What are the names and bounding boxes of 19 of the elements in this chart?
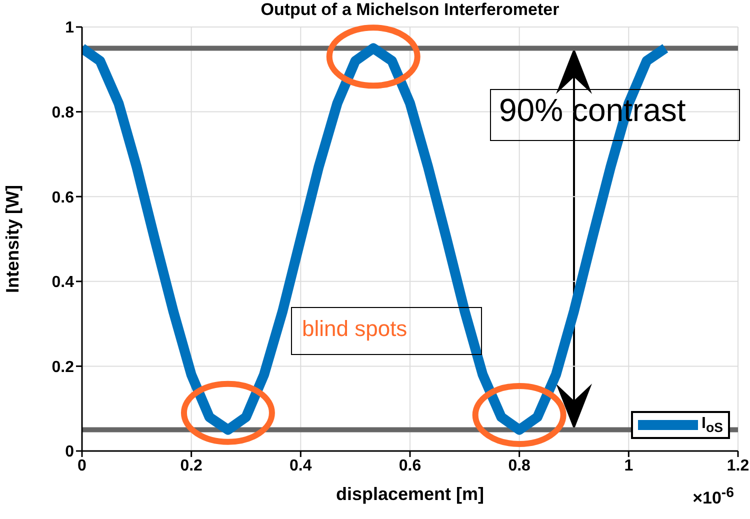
x-tick-label: 0.6 [398,457,422,474]
chart-title: Output of a Michelson Interferometer [260,0,560,20]
x-tick-label: 0 [78,457,87,474]
x-tick-label: 0.4 [290,457,312,474]
y-tick-label: 0.8 [52,104,74,122]
y-tick-label: 0.4 [52,274,74,292]
legend-label: I$_{oS}$ [702,414,723,435]
y-tick-label: 1 [65,20,74,37]
text: ×10$^{-6}$ [692,485,734,509]
y-tick-label: 0.6 [52,189,74,206]
x-tick-label: 1 [624,457,634,474]
y-tick-label: 0 [65,444,74,461]
x-tick-label: 0.8 [508,457,531,474]
x-tick-label: 0.2 [180,457,203,474]
annotation: blind spots [291,307,482,355]
x-axis-title: displacement [m] [336,484,484,504]
y-axis-title: Intensity [W] [2,185,22,293]
y-tick-label: 0.2 [52,358,74,376]
x-tick-label: 1.2 [726,457,750,474]
